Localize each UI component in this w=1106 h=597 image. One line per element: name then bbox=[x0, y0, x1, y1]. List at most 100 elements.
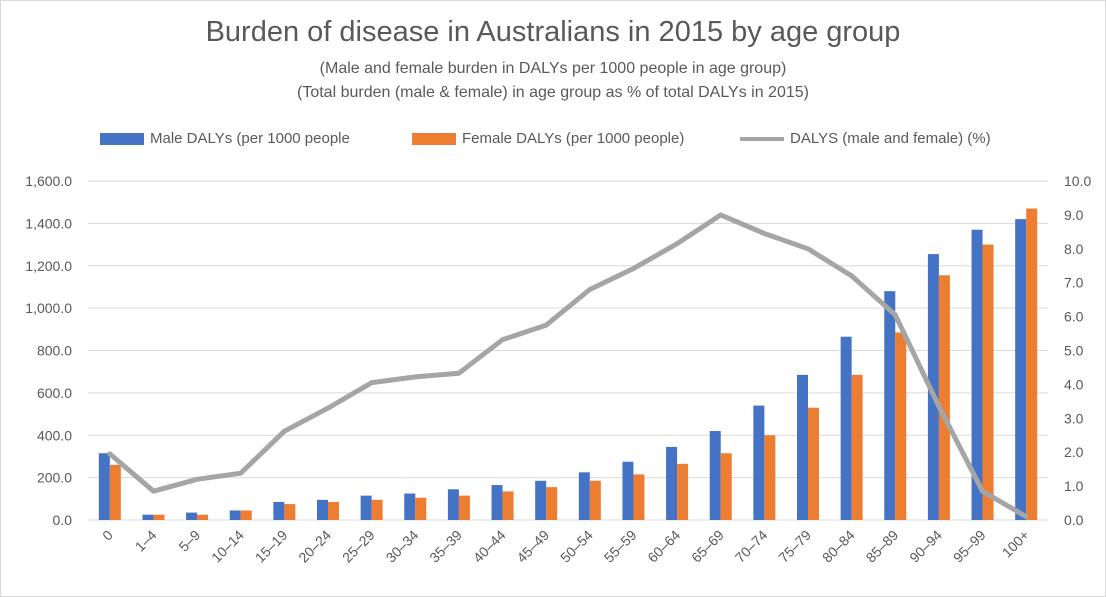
bar-male bbox=[229, 510, 241, 520]
bar-female bbox=[415, 497, 427, 520]
x-tick-label: 35–39 bbox=[426, 527, 465, 566]
y2-tick-label: 2.0 bbox=[1064, 444, 1084, 460]
bar-male bbox=[535, 480, 547, 520]
legend-swatch-male bbox=[100, 132, 144, 145]
legend-item-total: DALYS (male and female) (%) bbox=[740, 130, 991, 147]
bar-female bbox=[633, 474, 645, 520]
bar-male bbox=[317, 499, 328, 520]
y2-tick-label: 8.0 bbox=[1064, 241, 1084, 257]
bar-male bbox=[142, 514, 154, 520]
legend-label-total: DALYS (male and female) (%) bbox=[790, 130, 991, 147]
y-tick-label: 600.0 bbox=[37, 385, 72, 401]
x-tick-label: 50–54 bbox=[557, 527, 596, 566]
bar-female bbox=[371, 499, 383, 520]
x-tick-label: 70–74 bbox=[732, 527, 771, 566]
y-tick-label: 1,200.0 bbox=[25, 258, 72, 274]
bar-male bbox=[797, 374, 808, 520]
x-tick-label: 15–19 bbox=[252, 527, 291, 566]
bar-male bbox=[753, 405, 765, 520]
bar-female bbox=[764, 435, 776, 520]
y2-tick-label: 10.0 bbox=[1064, 173, 1091, 189]
bar-female bbox=[851, 374, 863, 520]
x-tick-label: 5–9 bbox=[175, 527, 203, 555]
bar-male bbox=[98, 453, 110, 520]
bar-male bbox=[666, 446, 678, 520]
bar-male bbox=[971, 229, 983, 520]
bar-male bbox=[578, 472, 590, 520]
y2-tick-label: 0.0 bbox=[1064, 512, 1084, 528]
x-tick-label: 45–49 bbox=[513, 527, 552, 566]
bar-female bbox=[502, 491, 514, 520]
line-series-total bbox=[107, 212, 1029, 520]
chart-subtitle-1: (Male and female burden in DALYs per 100… bbox=[319, 60, 787, 77]
bar-female bbox=[720, 453, 732, 520]
y2-tick-label: 5.0 bbox=[1064, 343, 1084, 359]
bar-female bbox=[153, 514, 165, 520]
x-tick-label: 60–64 bbox=[644, 527, 683, 566]
bar-female bbox=[109, 464, 121, 520]
x-tick-label: 80–84 bbox=[819, 527, 858, 566]
bar-female bbox=[895, 332, 907, 520]
x-tick-label: 85–89 bbox=[863, 527, 902, 566]
bar-male bbox=[840, 336, 852, 520]
x-tick-label: 10–14 bbox=[208, 527, 247, 566]
y2-tick-label: 4.0 bbox=[1064, 376, 1084, 392]
x-tick-label: 65–69 bbox=[688, 527, 727, 566]
bar-male bbox=[927, 254, 939, 521]
bar-male bbox=[491, 485, 503, 520]
y2-tick-label: 1.0 bbox=[1064, 478, 1084, 494]
legend-swatch-total bbox=[740, 136, 784, 141]
legend-item-male: Male DALYs (per 1000 people bbox=[100, 130, 350, 147]
y-tick-label: 1,000.0 bbox=[25, 300, 72, 316]
bar-male bbox=[709, 431, 721, 520]
x-tick-label: 30–34 bbox=[383, 527, 422, 566]
bar-female bbox=[458, 495, 470, 520]
bar-male bbox=[884, 291, 896, 520]
chart-legend: Male DALYs (per 1000 people Female DALYs… bbox=[0, 130, 1106, 150]
bar-female bbox=[1026, 208, 1038, 520]
legend-swatch-female bbox=[412, 132, 456, 145]
bar-male bbox=[622, 461, 634, 520]
y2-tick-label: 3.0 bbox=[1064, 410, 1084, 426]
x-tick-label: 1–4 bbox=[132, 527, 160, 555]
x-tick-label: 40–44 bbox=[470, 527, 509, 566]
chart-subtitle-2: (Total burden (male & female) in age gro… bbox=[297, 84, 809, 101]
bar-female bbox=[982, 244, 994, 520]
x-tick-label: 90–94 bbox=[906, 527, 945, 566]
legend-label-male: Male DALYs (per 1000 people bbox=[150, 130, 350, 147]
x-tick-label: 95–99 bbox=[950, 527, 989, 566]
y-tick-label: 1,600.0 bbox=[25, 173, 72, 189]
bar-female bbox=[938, 275, 950, 520]
y2-tick-label: 6.0 bbox=[1064, 309, 1084, 325]
bar-male bbox=[360, 495, 372, 520]
x-tick-label: 100+ bbox=[999, 527, 1033, 561]
legend-label-female: Female DALYs (per 1000 people) bbox=[462, 130, 685, 147]
bar-female bbox=[328, 501, 339, 520]
y-tick-label: 200.0 bbox=[37, 470, 72, 486]
y-tick-label: 800.0 bbox=[37, 343, 72, 359]
chart-title: Burden of disease in Australians in 2015… bbox=[205, 16, 901, 48]
bar-female bbox=[546, 487, 558, 520]
bar-male bbox=[1015, 219, 1027, 520]
bar-male bbox=[404, 493, 416, 520]
x-tick-label: 75–79 bbox=[775, 527, 814, 566]
y-tick-label: 0.0 bbox=[53, 512, 73, 528]
bar-male bbox=[186, 512, 198, 520]
bar-male bbox=[273, 501, 285, 520]
legend-item-female: Female DALYs (per 1000 people) bbox=[412, 130, 684, 147]
y2-tick-label: 9.0 bbox=[1064, 207, 1084, 223]
bar-female bbox=[284, 504, 296, 520]
bar-female bbox=[808, 407, 819, 520]
y-tick-label: 400.0 bbox=[37, 427, 72, 443]
y2-tick-label: 7.0 bbox=[1064, 275, 1084, 291]
bar-female bbox=[677, 463, 689, 520]
x-tick-label: 20–24 bbox=[295, 527, 334, 566]
bar-female bbox=[589, 480, 601, 520]
bar-female bbox=[240, 510, 252, 520]
bar-male bbox=[447, 489, 459, 520]
x-tick-label: 0 bbox=[99, 527, 116, 544]
x-tick-label: 25–29 bbox=[339, 527, 378, 566]
y-tick-label: 1,400.0 bbox=[25, 215, 72, 231]
bar-female bbox=[197, 514, 209, 520]
